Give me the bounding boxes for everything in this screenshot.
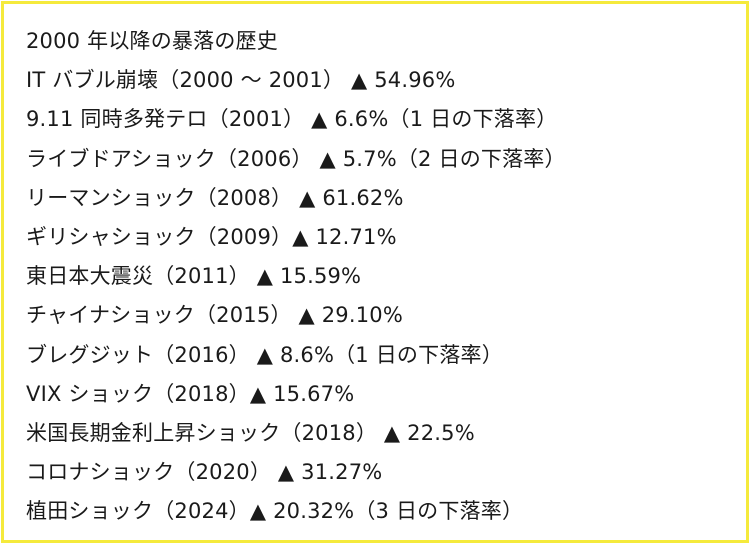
list-item-ueda: 植田ショック（2024）▲ 20.32%（3 日の下落率）	[26, 499, 524, 524]
list-item-911: 9.11 同時多発テロ（2001） ▲ 6.6%（1 日の下落率）	[26, 107, 558, 132]
list-item-lehman: リーマンショック（2008） ▲ 61.62%	[26, 185, 404, 210]
list-item-earthquake: 東日本大震災（2011） ▲ 15.59%	[26, 264, 362, 289]
list-item-brexit: ブレグジット（2016） ▲ 8.6%（1 日の下落率）	[26, 342, 503, 367]
list-item-us-rates: 米国長期金利上昇ショック（2018） ▲ 22.5%	[26, 420, 475, 445]
list-item-livedoor: ライブドアショック（2006） ▲ 5.7%（2 日の下落率）	[26, 146, 566, 171]
crash-history-list: 2000 年以降の暴落の歴史 IT バブル崩壊（2000 ～ 2001） ▲ 5…	[26, 22, 736, 531]
list-item-it-bubble: IT バブル崩壊（2000 ～ 2001） ▲ 54.96%	[26, 68, 456, 93]
list-item-china: チャイナショック（2015） ▲ 29.10%	[26, 303, 403, 328]
list-item-greece: ギリシャショック（2009）▲ 12.71%	[26, 224, 397, 249]
list-heading: 2000 年以降の暴落の歴史	[26, 29, 278, 53]
list-item-corona: コロナショック（2020） ▲ 31.27%	[26, 460, 383, 485]
list-item-vix: VIX ショック（2018）▲ 15.67%	[26, 381, 355, 406]
